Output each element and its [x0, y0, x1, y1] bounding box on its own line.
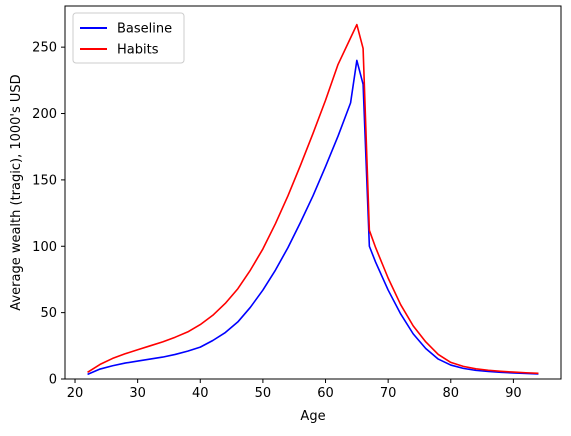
y-axis-label: Average wealth (tragic), 1000's USD [9, 74, 24, 310]
x-tick-label: 80 [443, 386, 460, 401]
legend: Baseline Habits [72, 12, 185, 64]
x-tick-label: 50 [255, 386, 272, 401]
series-lines [87, 23, 539, 376]
x-axis-label: Age [300, 409, 325, 424]
y-tick-label: 50 [40, 306, 57, 321]
x-tick-label: 90 [505, 386, 522, 401]
x-tick-label: 40 [192, 386, 209, 401]
x-tick-label: 20 [67, 386, 84, 401]
x-axis-ticks: 20 30 40 50 60 70 80 90 [67, 379, 522, 401]
series-line-baseline [87, 59, 539, 376]
legend-box [72, 12, 185, 64]
plot-frame [64, 5, 562, 380]
legend-label-habits: Habits [117, 43, 159, 58]
series-line-habits [87, 23, 539, 375]
y-tick-label: 200 [32, 107, 57, 122]
y-axis-ticks: 0 50 100 150 200 250 [32, 41, 65, 388]
x-tick-label: 70 [380, 386, 397, 401]
legend-label-baseline: Baseline [117, 22, 172, 37]
y-tick-label: 150 [32, 173, 57, 188]
y-tick-label: 0 [49, 373, 57, 388]
y-tick-label: 250 [32, 41, 57, 56]
x-tick-label: 60 [317, 386, 334, 401]
x-tick-label: 30 [129, 386, 146, 401]
y-tick-label: 100 [32, 240, 57, 255]
